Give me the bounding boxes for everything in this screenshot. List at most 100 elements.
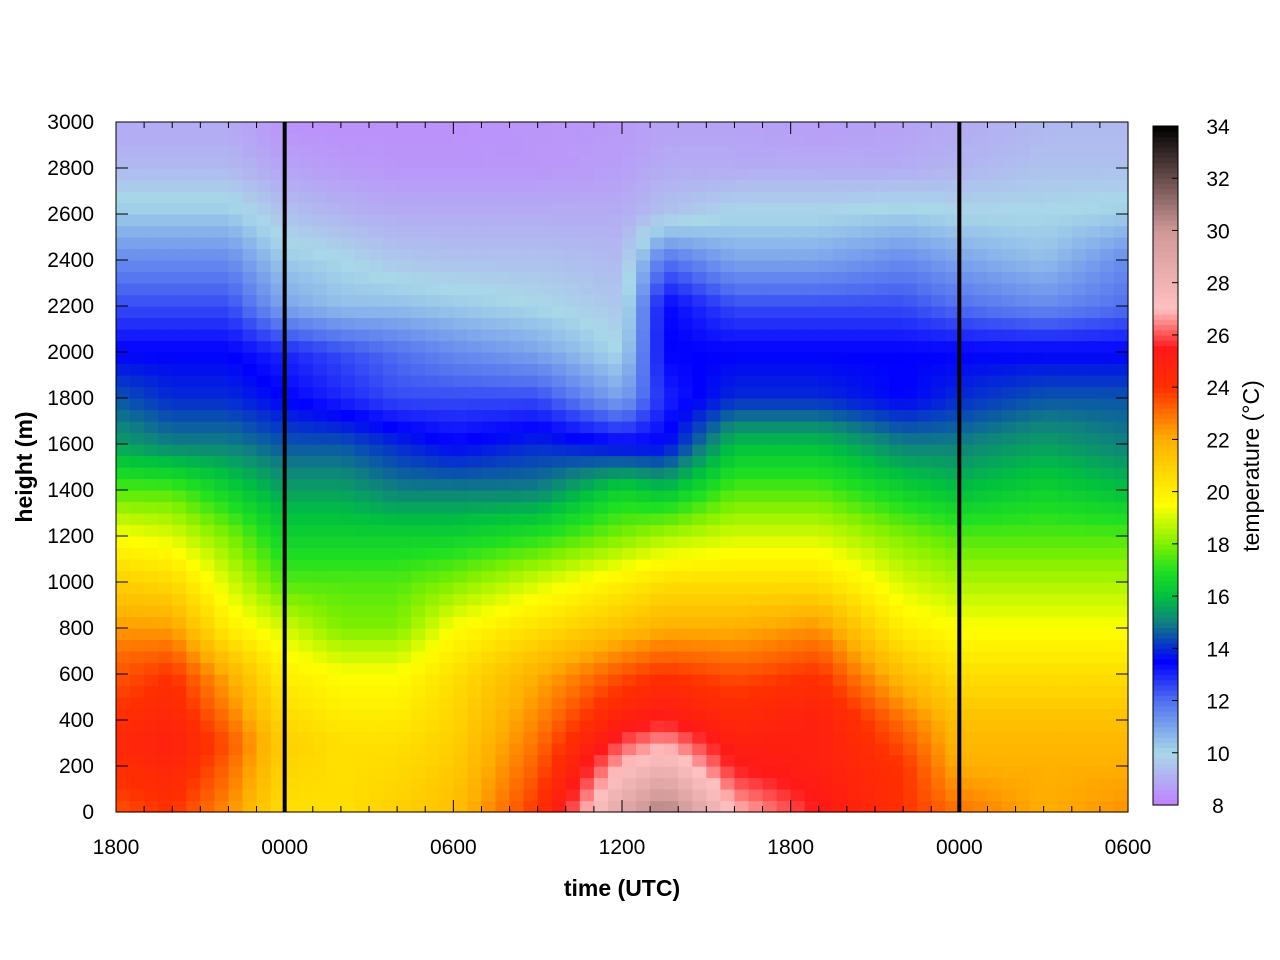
heatmap-cell [312, 260, 328, 273]
heatmap-cell [734, 616, 750, 629]
heatmap-cell [1085, 398, 1101, 411]
heatmap-cell [748, 168, 764, 181]
heatmap-cell [903, 179, 918, 192]
heatmap-cell [1113, 168, 1129, 181]
heatmap-cell [636, 662, 651, 675]
heatmap-cell [987, 628, 1003, 641]
heatmap-cell [495, 662, 511, 675]
heatmap-cell [397, 662, 412, 675]
heatmap-cell [200, 800, 215, 813]
heatmap-cell [312, 777, 328, 790]
heatmap-cell [565, 363, 581, 376]
heatmap-cell [551, 168, 567, 181]
heatmap-cell [1057, 352, 1073, 365]
heatmap-cell [664, 191, 679, 204]
heatmap-cell [804, 513, 820, 526]
heatmap-cell [959, 237, 974, 250]
heatmap-cell [340, 777, 356, 790]
heatmap-cell [706, 225, 721, 238]
heatmap-cell [158, 662, 173, 675]
heatmap-cell [186, 202, 201, 215]
heatmap-cell [607, 628, 623, 641]
heatmap-cell [945, 283, 960, 296]
heatmap-cell [116, 294, 131, 307]
heatmap-cell [860, 513, 876, 526]
heatmap-cell [425, 628, 440, 641]
heatmap-cell [1043, 536, 1059, 549]
heatmap-cell [495, 743, 511, 756]
heatmap-cell [340, 674, 356, 687]
heatmap-cell [692, 639, 707, 652]
heatmap-cell [607, 444, 623, 457]
heatmap-cell [158, 800, 173, 813]
heatmap-cell [172, 122, 187, 135]
heatmap-cell [537, 685, 553, 698]
heatmap-cell [860, 651, 876, 664]
heatmap-cell [720, 145, 736, 158]
heatmap-cell [903, 685, 918, 698]
heatmap-cell [931, 513, 946, 526]
heatmap-cell [326, 708, 342, 721]
heatmap-cell [130, 225, 145, 238]
heatmap-cell [692, 421, 707, 434]
heatmap-cell [762, 513, 778, 526]
heatmap-cell [1043, 317, 1059, 330]
heatmap-cell [832, 777, 848, 790]
heatmap-cell [973, 237, 989, 250]
heatmap-cell [200, 524, 215, 537]
heatmap-cell [1029, 317, 1045, 330]
heatmap-cell [158, 145, 173, 158]
heatmap-cell [678, 731, 693, 744]
heatmap-cell [565, 398, 581, 411]
heatmap-cell [144, 122, 159, 135]
heatmap-cell [326, 455, 342, 468]
heatmap-cell [397, 432, 412, 445]
heatmap-cell [650, 122, 665, 135]
heatmap-cell [720, 156, 736, 169]
heatmap-cell [369, 662, 384, 675]
heatmap-cell [1043, 513, 1059, 526]
heatmap-cell [917, 467, 932, 480]
heatmap-cell [636, 651, 651, 664]
heatmap-cell [256, 582, 272, 595]
heatmap-cell [945, 179, 960, 192]
heatmap-cell [875, 628, 890, 641]
colorbar-segment [1153, 319, 1178, 326]
heatmap-cell [130, 352, 145, 365]
heatmap-cell [256, 467, 272, 480]
heatmap-cell [1043, 248, 1059, 261]
heatmap-cell [130, 501, 145, 514]
heatmap-cell [776, 639, 792, 652]
heatmap-cell [481, 616, 497, 629]
heatmap-cell [903, 777, 918, 790]
heatmap-cell [931, 674, 946, 687]
heatmap-cell [130, 421, 145, 434]
heatmap-cell [1071, 398, 1087, 411]
heatmap-cell [832, 605, 848, 618]
heatmap-cell [158, 168, 173, 181]
heatmap-cell [312, 536, 328, 549]
heatmap-cell [172, 214, 187, 227]
heatmap-cell [889, 651, 904, 664]
heatmap-cell [565, 317, 581, 330]
heatmap-cell [1085, 708, 1101, 721]
heatmap-cell [1001, 616, 1017, 629]
heatmap-cell [537, 800, 553, 813]
heatmap-cell [931, 708, 946, 721]
heatmap-cell [706, 743, 721, 756]
heatmap-cell [846, 720, 862, 733]
heatmap-cell [762, 386, 778, 399]
heatmap-cell [706, 639, 721, 652]
heatmap-cell [607, 156, 623, 169]
colorbar-segment [1153, 183, 1178, 190]
heatmap-cell [593, 191, 609, 204]
heatmap-cell [1071, 214, 1087, 227]
heatmap-cell [312, 294, 328, 307]
heatmap-cell [860, 708, 876, 721]
heatmap-cell [495, 398, 511, 411]
heatmap-cell [959, 271, 974, 284]
heatmap-cell [481, 800, 497, 813]
heatmap-cell [453, 271, 468, 284]
heatmap-cell [326, 179, 342, 192]
heatmap-cell [832, 340, 848, 353]
